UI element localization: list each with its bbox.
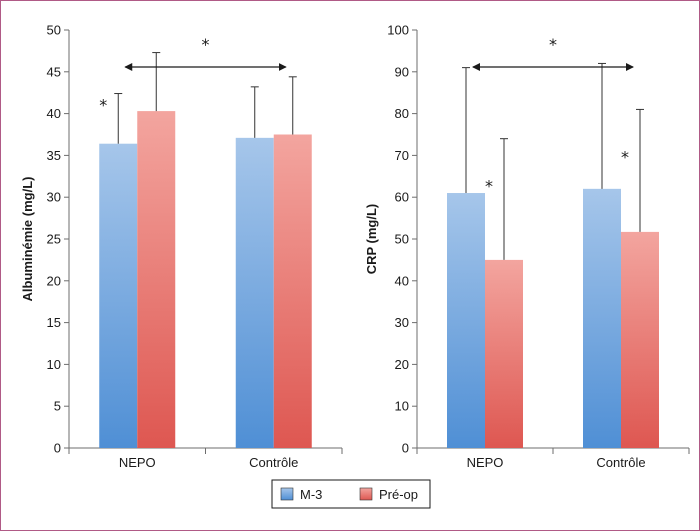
significance-star: * — [485, 176, 493, 195]
bar-m3 — [447, 193, 485, 448]
y-tick-label: 70 — [395, 148, 409, 163]
bar-m3 — [235, 137, 274, 448]
y-tick-label: 20 — [395, 357, 409, 372]
y-tick-label: 50 — [395, 232, 409, 247]
y-axis-label: Albuminémie (mg/L) — [20, 177, 35, 302]
x-tick-label: NEPO — [467, 455, 504, 470]
significance-star: * — [549, 35, 557, 54]
y-tick-label: 50 — [47, 23, 61, 38]
y-tick-label: 0 — [54, 441, 61, 456]
bar-m3 — [99, 143, 138, 449]
chart-panel-2: 0 10 20 30 40 50 60 70 80 90 100 NEPO Contrôle CRP (m… — [364, 23, 690, 470]
legend-label-m3: M-3 — [300, 487, 322, 502]
legend: M-3 Pré-op — [271, 479, 431, 509]
legend-box — [271, 479, 431, 509]
y-tick-label: 30 — [395, 315, 409, 330]
y-tick-label: 10 — [395, 399, 409, 414]
x-tick-label: NEPO — [119, 455, 156, 470]
x-tick-label: Contrôle — [596, 455, 645, 470]
y-tick-label: 35 — [47, 148, 61, 163]
significance-star: * — [621, 148, 629, 167]
legend-swatch-preop — [359, 487, 373, 501]
y-tick-label: 0 — [402, 441, 409, 456]
y-tick-label: 10 — [47, 357, 61, 372]
significance-star: * — [202, 35, 210, 54]
y-tick-label: 90 — [395, 64, 409, 79]
y-tick-label: 45 — [47, 64, 61, 79]
legend-label-preop: Pré-op — [379, 487, 418, 502]
chart-panel-1: 0 5 10 15 20 25 30 35 40 45 50 NEPO Contrôle Albuminé… — [20, 23, 343, 470]
bar-preop — [485, 259, 523, 448]
y-tick-label: 15 — [47, 315, 61, 330]
y-tick-label: 40 — [47, 106, 61, 121]
y-tick-label: 5 — [54, 399, 61, 414]
y-axis-label: CRP (mg/L) — [364, 204, 379, 275]
significance-star: * — [99, 96, 107, 115]
bar-preop — [137, 111, 176, 448]
y-tick-label: 40 — [395, 273, 409, 288]
bar-preop — [273, 134, 312, 448]
y-tick-label: 80 — [395, 106, 409, 121]
x-tick-label: Contrôle — [249, 455, 298, 470]
y-tick-label: 30 — [47, 190, 61, 205]
y-tick-label: 60 — [395, 190, 409, 205]
y-tick-label: 25 — [47, 232, 61, 247]
legend-swatch-m3 — [280, 487, 294, 501]
bar-preop — [621, 231, 659, 448]
bar-m3 — [583, 188, 621, 448]
y-tick-label: 20 — [47, 273, 61, 288]
y-tick-label: 100 — [387, 23, 409, 38]
